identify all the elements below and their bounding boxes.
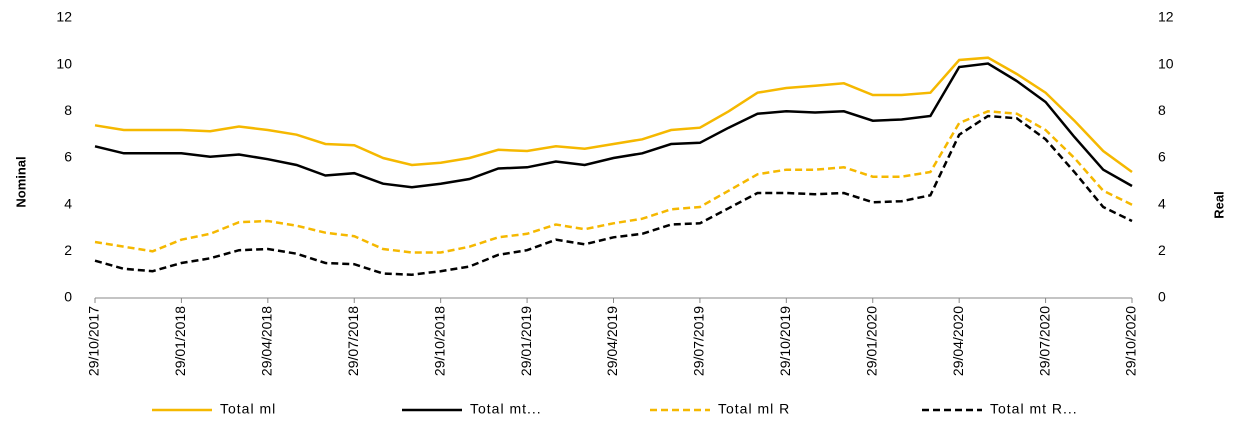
y-tick-label: 2 bbox=[64, 242, 72, 258]
series-line bbox=[94, 110, 1133, 254]
series-line bbox=[94, 114, 1133, 276]
y-tick-label: 10 bbox=[56, 55, 72, 71]
y2-tick-label: 2 bbox=[1158, 242, 1166, 258]
x-tick-label: 29/01/2018 bbox=[172, 306, 188, 376]
x-tick-label: 29/10/2017 bbox=[86, 306, 102, 376]
y2-tick-label: 4 bbox=[1158, 195, 1166, 211]
x-tick-label: 29/04/2020 bbox=[950, 306, 966, 376]
x-tick-label: 29/01/2020 bbox=[863, 306, 879, 376]
y-tick-label: 6 bbox=[64, 149, 72, 165]
x-tick-label: 29/04/2018 bbox=[259, 306, 275, 376]
series-line bbox=[94, 56, 1133, 174]
x-tick-label: 29/07/2020 bbox=[1036, 306, 1052, 376]
y2-tick-label: 8 bbox=[1158, 102, 1166, 118]
y-tick-label: 4 bbox=[64, 195, 72, 211]
y2-tick-label: 6 bbox=[1158, 149, 1166, 165]
y2-tick-label: 0 bbox=[1158, 289, 1166, 305]
y-tick-label: 12 bbox=[56, 9, 72, 25]
series-line bbox=[94, 62, 1133, 189]
x-tick-label: 29/01/2019 bbox=[518, 306, 534, 376]
y2-axis-title: Real bbox=[1211, 191, 1226, 218]
x-tick-label: 29/07/2019 bbox=[691, 306, 707, 376]
legend-label: Total mt R... bbox=[990, 401, 1078, 417]
x-tick-label: 29/07/2018 bbox=[345, 306, 361, 376]
x-tick-label: 29/10/2019 bbox=[777, 306, 793, 376]
y-tick-label: 0 bbox=[64, 289, 72, 305]
y-tick-label: 8 bbox=[64, 102, 72, 118]
legend-label: Total ml bbox=[220, 401, 276, 417]
legend-label: Total mt... bbox=[470, 401, 542, 417]
x-tick-label: 29/04/2019 bbox=[604, 306, 620, 376]
legend-label: Total ml R bbox=[718, 401, 790, 417]
y2-tick-label: 12 bbox=[1158, 9, 1174, 25]
x-tick-label: 29/10/2020 bbox=[1123, 306, 1139, 376]
x-tick-label: 29/10/2018 bbox=[431, 306, 447, 376]
y2-tick-label: 10 bbox=[1158, 55, 1174, 71]
y-axis-title: Nominal bbox=[13, 156, 28, 207]
